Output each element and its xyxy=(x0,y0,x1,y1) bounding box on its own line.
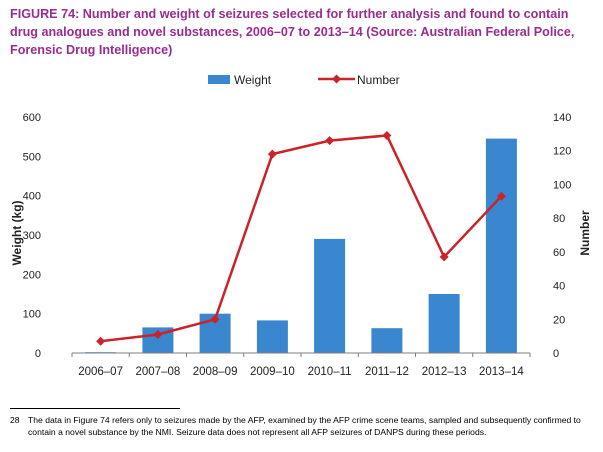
y2-tick-label: 120 xyxy=(553,146,571,158)
legend-number-label: Number xyxy=(357,73,400,87)
y-tick-label: 100 xyxy=(23,309,41,321)
line-series xyxy=(96,131,506,346)
y-tick-label: 0 xyxy=(35,348,41,360)
x-tick-label: 2012–13 xyxy=(422,366,467,378)
bar-series xyxy=(85,138,517,353)
y-tick-label: 300 xyxy=(23,230,41,242)
legend-number-marker xyxy=(332,74,341,84)
x-tick-label: 2006–07 xyxy=(78,366,123,378)
x-tick-label: 2009–10 xyxy=(250,366,295,378)
bar-2012–13 xyxy=(428,294,460,353)
y2-tick-label: 0 xyxy=(553,348,559,360)
x-tick-label: 2008–09 xyxy=(193,366,238,378)
number-marker-2008–09 xyxy=(210,314,220,324)
figure-title: FIGURE 74: Number and weight of seizures… xyxy=(10,7,575,57)
number-marker-2010–11 xyxy=(325,136,335,146)
footnote: 28 The data in Figure 74 refers only to s… xyxy=(10,414,595,438)
number-marker-2009–10 xyxy=(267,149,277,159)
y-tick-label: 600 xyxy=(23,112,41,124)
y-tick-label: 200 xyxy=(23,269,41,281)
x-tick-label: 2011–12 xyxy=(365,366,409,378)
footnote-number: 28 xyxy=(10,415,20,425)
y-tick-label: 400 xyxy=(23,191,41,203)
number-marker-2007–08 xyxy=(153,329,163,339)
y2-tick-label: 40 xyxy=(553,281,565,293)
footnote-text: The data in Figure 74 refers only to sei… xyxy=(28,415,581,437)
legend-weight-label: Weight xyxy=(234,73,272,87)
legend: Weight Number xyxy=(208,73,400,87)
bar-2011–12 xyxy=(371,328,403,353)
footnote-divider xyxy=(10,408,180,409)
y2-tick-label: 80 xyxy=(553,213,565,225)
x-tick-label: 2010–11 xyxy=(308,366,352,378)
number-line xyxy=(100,134,503,343)
y2-tick-label: 20 xyxy=(553,314,565,326)
bar-2009–10 xyxy=(256,320,288,353)
y2-axis-label: Number xyxy=(578,210,592,256)
bar-2010–11 xyxy=(314,238,346,353)
y2-tick-label: 60 xyxy=(553,247,565,259)
bar-2013–14 xyxy=(485,138,517,353)
y2-tick-label: 100 xyxy=(553,179,571,191)
tick-labels: 0 100 200 300 400 500 600 0 20 40 60 80 100 120 140 200… xyxy=(23,112,572,378)
y2-tick-label: 140 xyxy=(553,112,571,124)
number-marker-2006–07 xyxy=(96,336,106,346)
x-tick-label: 2007–08 xyxy=(136,366,181,378)
axes xyxy=(71,352,531,357)
x-tick-label: 2013–14 xyxy=(479,366,524,378)
y-axis-label: Weight (kg) xyxy=(10,200,24,265)
chart: Weight Number 0 100 200 300 400 500 600 0 20 40 60 8… xyxy=(10,73,592,378)
number-marker-2011–12 xyxy=(382,131,392,141)
y-tick-label: 500 xyxy=(23,151,41,163)
legend-weight-swatch xyxy=(208,75,230,84)
number-marker-2013–14 xyxy=(496,191,506,201)
number-marker-2012–13 xyxy=(439,252,449,262)
